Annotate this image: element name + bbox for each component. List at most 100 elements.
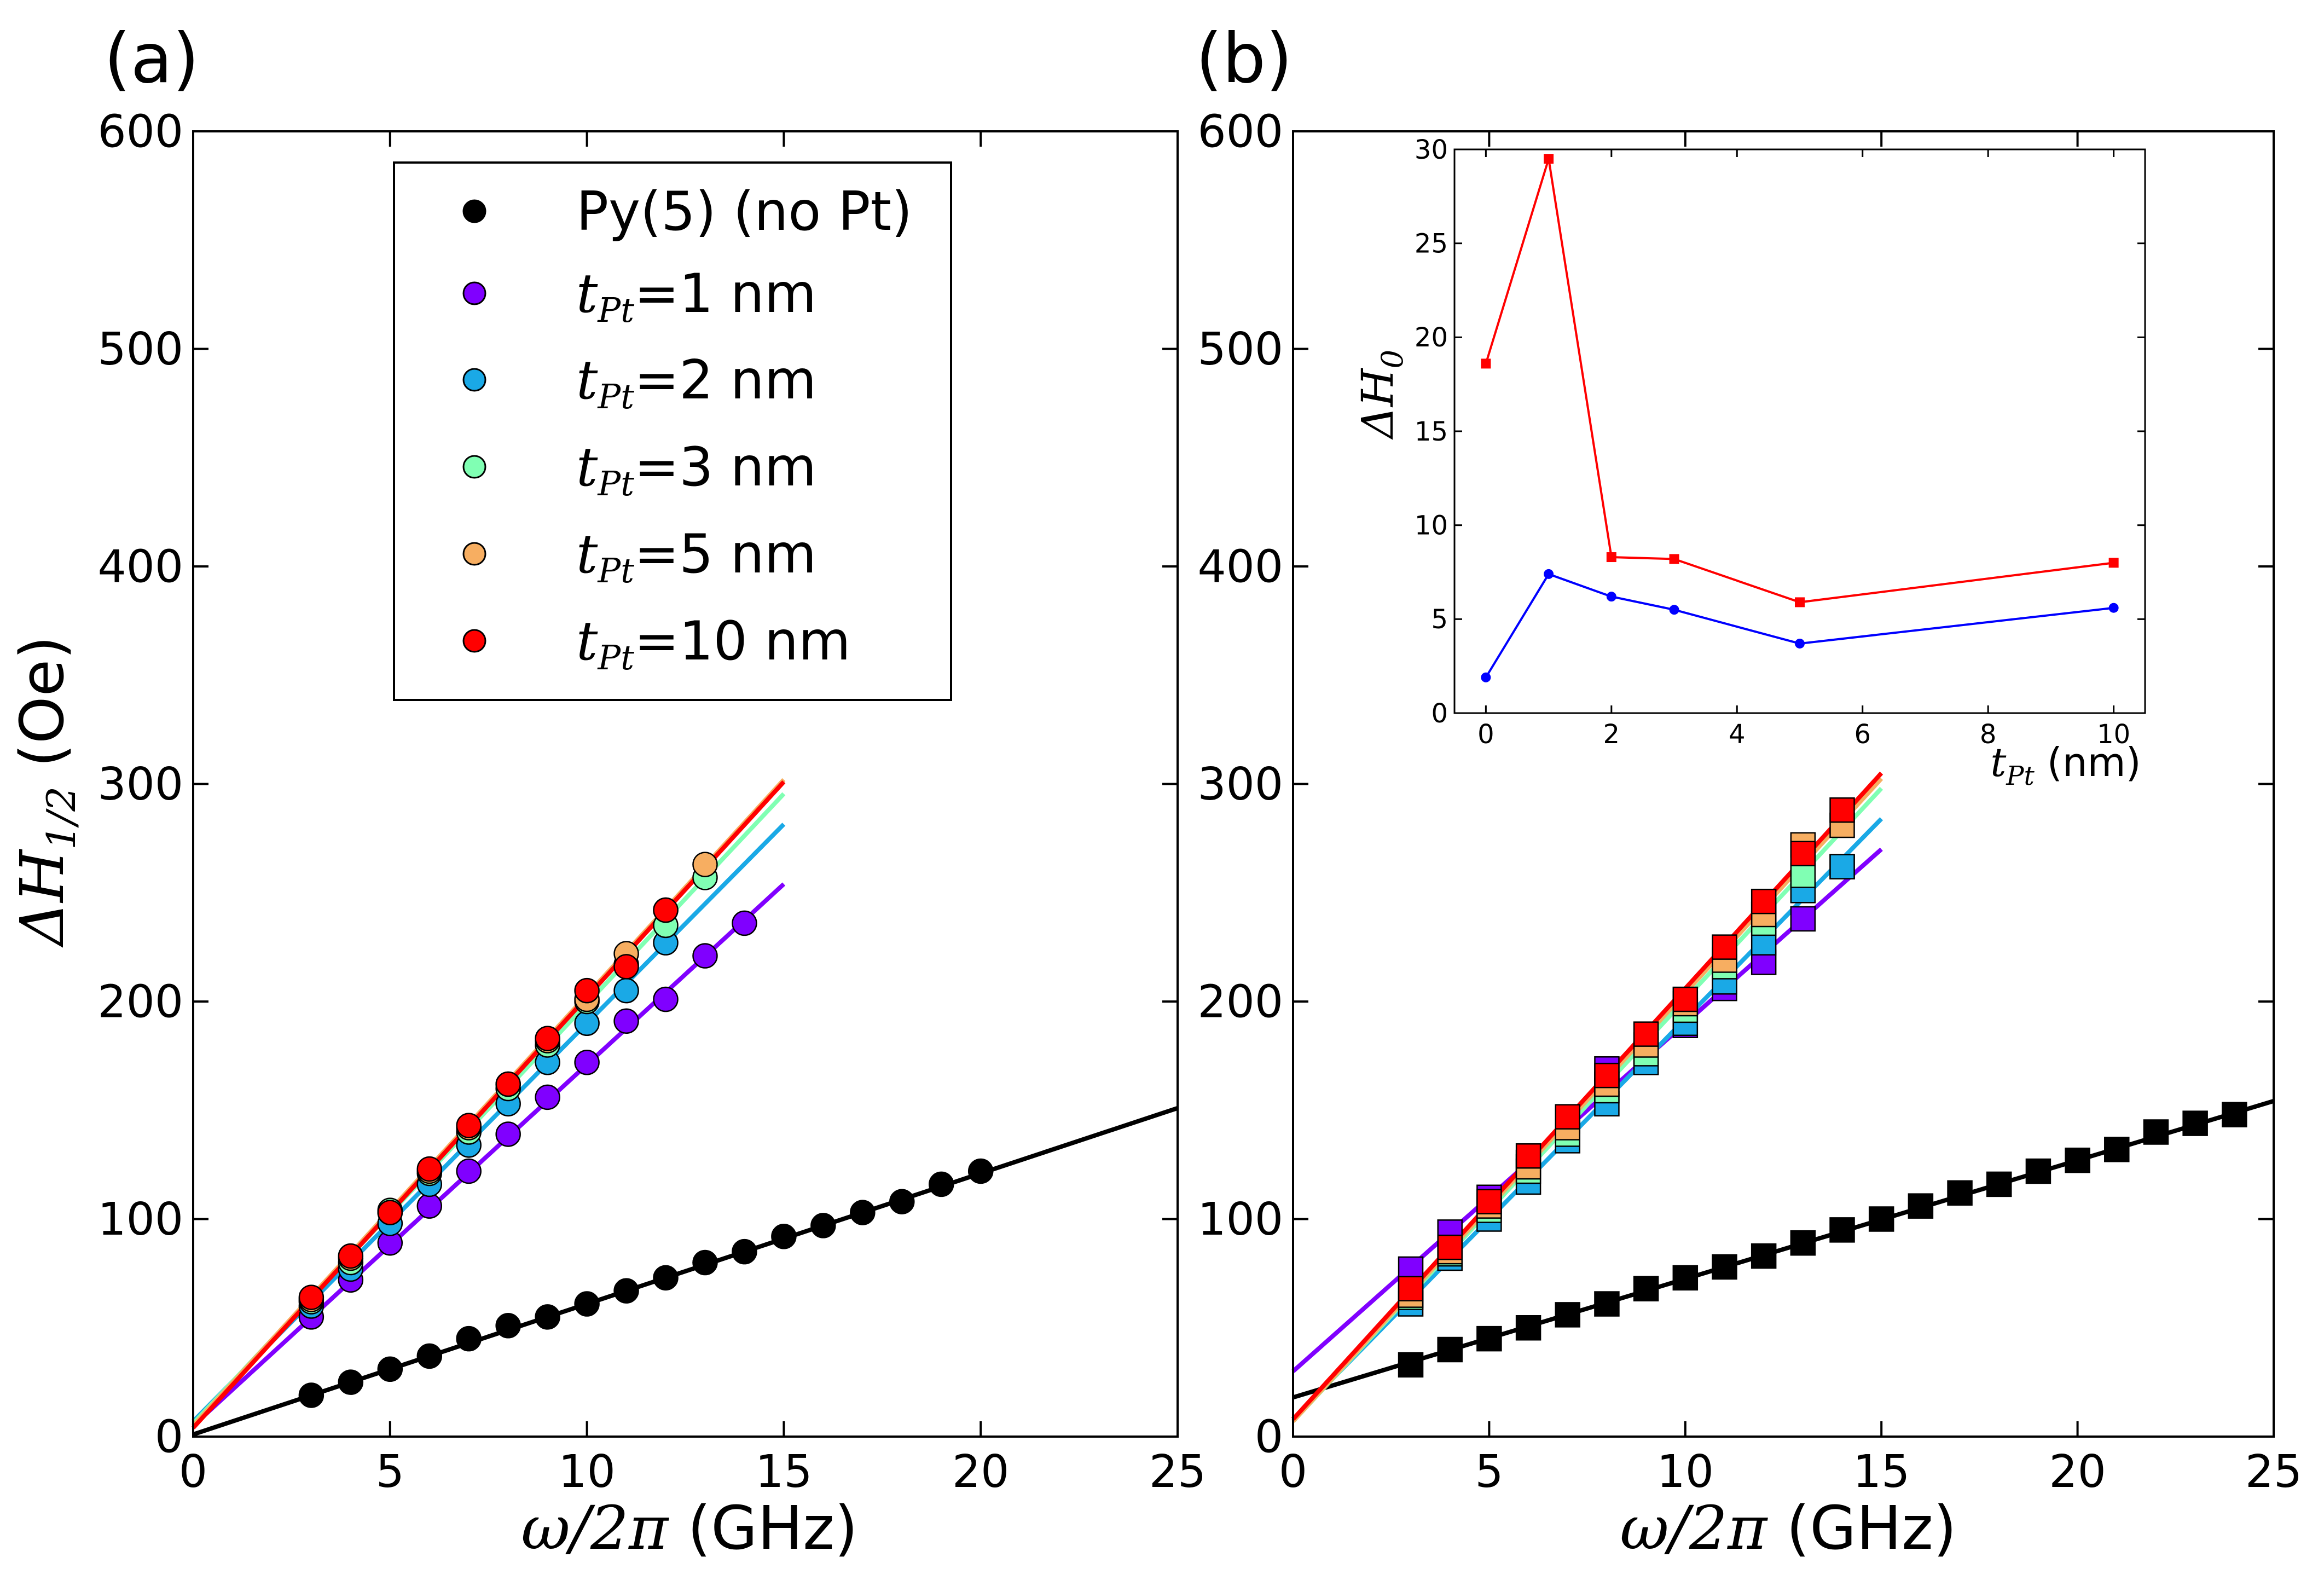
- panel-b-y-tick-label: 500: [1197, 323, 1283, 375]
- legend-entry: tPt=3 nm: [462, 436, 816, 503]
- legend-marker-tpt10: [462, 629, 486, 653]
- panel-b-point-t-pt-10-nm: [1437, 1234, 1463, 1260]
- panel-a-point-py-5-no-pt: [574, 1291, 600, 1317]
- legend-label-tpt5: tPt=5 nm: [576, 523, 816, 591]
- inset-x-tick-label: 10: [2097, 719, 2130, 750]
- panel-b-point-t-pt-10-nm: [1672, 986, 1699, 1012]
- panel-a-point-t-pt-1-nm: [692, 943, 718, 969]
- inset-y-axis-title: ΔH0: [1352, 350, 1410, 440]
- panel-a-point-py-5-no-pt: [967, 1158, 994, 1184]
- inset-series-line-red: [1485, 158, 2114, 604]
- panel-b-point-t-pt-10-nm: [1476, 1189, 1502, 1214]
- panel-b-point-py-5-no-pt: [1908, 1193, 1934, 1219]
- inset-x-axis-title: tPt (nm): [1990, 739, 2141, 791]
- inset-point-blue: [2108, 603, 2119, 613]
- panel-b-fit-line-t-pt-1-nm: [1291, 847, 1883, 1373]
- panel-a-point-t-pt-10-nm: [416, 1156, 443, 1182]
- panel-a-point-t-pt-10-nm: [574, 977, 600, 1004]
- panel-a-point-t-pt-10-nm: [377, 1200, 403, 1225]
- panel-a-plot: 0 5 10 15 20 25 0 100 200 300 400 500 600: [97, 106, 1206, 1498]
- panel-b-x-tick-label: 20: [2049, 1446, 2106, 1498]
- legend-entry: tPt=1 nm: [462, 263, 816, 330]
- panel-b-x-tick-label: 5: [1475, 1446, 1503, 1498]
- panel-b-point-t-pt-10-nm: [1790, 841, 1816, 866]
- panel-a-x-axis-title: ω/2π (GHz): [521, 1493, 858, 1563]
- panel-b-point-t-pt-1-nm: [1790, 906, 1816, 932]
- panel-b-point-py-5-no-pt: [2025, 1158, 2051, 1184]
- legend-entry: tPt=5 nm: [462, 523, 816, 591]
- legend-label-tpt10: tPt=10 nm: [576, 610, 851, 678]
- panel-a-point-t-pt-10-nm: [338, 1243, 364, 1269]
- legend-label-tpt3: tPt=3 nm: [576, 436, 816, 503]
- inset-background: [1454, 149, 2145, 713]
- panel-b-point-py-5-no-pt: [2182, 1110, 2208, 1136]
- panel-a-point-py-5-no-pt: [889, 1189, 915, 1214]
- panel-a-point-t-pt-10-nm: [653, 897, 679, 923]
- panel-b-point-py-5-no-pt: [1633, 1276, 1659, 1301]
- panel-a-point-py-5-no-pt: [377, 1356, 403, 1382]
- inset-point-red: [1606, 552, 1616, 563]
- panel-a-point-py-5-no-pt: [928, 1171, 954, 1197]
- panel-b-point-py-5-no-pt: [2065, 1147, 2090, 1173]
- panel-b-point-t-pt-10-nm: [1398, 1276, 1424, 1301]
- panel-b-point-py-5-no-pt: [1712, 1254, 1737, 1280]
- panel-b-point-py-5-no-pt: [2222, 1102, 2247, 1127]
- panel-a-label: (a): [104, 19, 199, 99]
- panel-b-x-tick-label: 10: [1657, 1446, 1714, 1498]
- inset-x-tick-label: 4: [1729, 719, 1746, 750]
- legend-label-tpt2: tPt=2 nm: [576, 349, 816, 416]
- panel-b-x-tick-label: 15: [1853, 1446, 1910, 1498]
- inset-y-tick-label: 20: [1415, 322, 1448, 353]
- panel-a-fit-line-t-pt-1-nm: [192, 882, 786, 1428]
- panel-a-y-axis-title: ΔH1/2 (Oe): [7, 636, 84, 948]
- panel-a-x-tick-label: 5: [376, 1446, 404, 1498]
- panel-b-point-t-pt-10-nm: [1712, 934, 1737, 960]
- panel-a-y-tick-label: 200: [97, 976, 183, 1028]
- panel-b-label: (b): [1196, 19, 1293, 99]
- panel-b-point-t-pt-3-nm: [1790, 863, 1816, 888]
- inset-point-red: [1481, 358, 1491, 369]
- panel-b-point-py-5-no-pt: [1398, 1352, 1424, 1378]
- panel-a-point-py-5-no-pt: [495, 1313, 521, 1339]
- panel-b-point-t-pt-10-nm: [1594, 1062, 1620, 1089]
- panel-a-x-tick-label: 20: [952, 1446, 1009, 1498]
- inset-x-tick-label: 0: [1477, 719, 1494, 750]
- legend-entry: tPt=10 nm: [462, 610, 851, 678]
- legend-marker-tpt1: [462, 281, 486, 305]
- panel-b-point-py-5-no-pt: [1594, 1291, 1620, 1317]
- inset-point-red: [2108, 558, 2119, 568]
- legend-marker-tpt5: [462, 542, 486, 566]
- inset-plot: 0 2 4 6 8 10 0 5 10 15 20 25 30: [1415, 135, 2146, 750]
- panel-a-point-t-pt-10-nm: [298, 1284, 324, 1310]
- inset-y-tick-label: 0: [1431, 698, 1448, 729]
- inset-point-blue: [1606, 592, 1616, 602]
- panel-a-point-t-pt-1-nm: [732, 910, 757, 936]
- inset-y-tick-label: 10: [1415, 510, 1448, 541]
- panel-b-y-tick-label: 200: [1197, 976, 1283, 1028]
- panel-a-x-tick-label: 25: [1149, 1446, 1206, 1498]
- panel-a-point-py-5-no-pt: [535, 1304, 560, 1330]
- panel-a-point-t-pt-1-nm: [416, 1193, 443, 1219]
- panel-a-x-tick-label: 0: [179, 1446, 207, 1498]
- panel-a-point-t-pt-10-nm: [613, 954, 639, 980]
- panel-b-point-t-pt-2-nm: [1829, 854, 1855, 879]
- panel-a-point-t-pt-2-nm: [613, 977, 639, 1004]
- panel-a-point-t-pt-2-nm: [574, 1010, 600, 1036]
- panel-b-point-py-5-no-pt: [1829, 1217, 1855, 1243]
- legend-marker-tpt2: [462, 368, 486, 392]
- inset-y-tick-label: 15: [1415, 416, 1448, 447]
- inset-point-blue: [1544, 569, 1554, 579]
- inset-point-red: [1544, 154, 1554, 164]
- panel-a-point-py-5-no-pt: [692, 1249, 718, 1276]
- panel-b-y-tick-label: 600: [1197, 106, 1283, 158]
- panel-a-point-py-5-no-pt: [456, 1325, 482, 1352]
- panel-b-point-py-5-no-pt: [1672, 1265, 1699, 1291]
- panel-a-point-py-5-no-pt: [771, 1224, 797, 1249]
- inset-series-line-blue: [1485, 572, 2114, 678]
- panel-b-point-py-5-no-pt: [1790, 1230, 1816, 1256]
- legend: Py(5) (no Pt) tPt=1 nm tPt=2 nm tPt=3 nm…: [393, 161, 952, 701]
- panel-a-point-t-pt-1-nm: [456, 1158, 482, 1184]
- panel-b-y-tick-label: 300: [1197, 759, 1283, 811]
